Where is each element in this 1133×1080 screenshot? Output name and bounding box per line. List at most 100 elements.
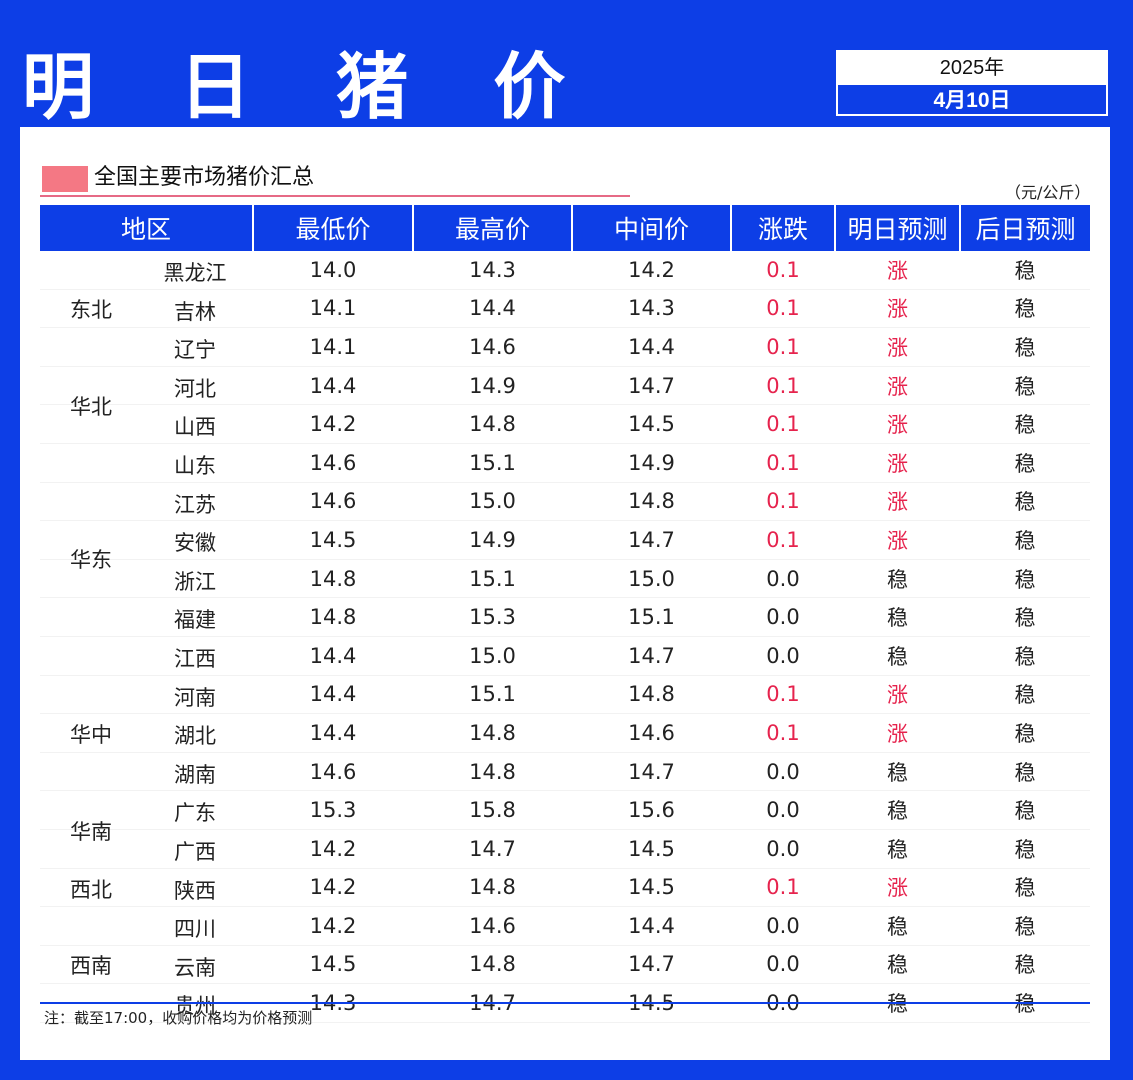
- high-price-cell: 15.0: [413, 482, 572, 522]
- after-tomorrow-forecast-cell: 稳: [960, 559, 1090, 599]
- after-tomorrow-forecast-cell: 稳: [960, 251, 1090, 290]
- table-header-row: 地区 最低价 最高价 中间价 涨跌 明日预测 后日预测: [40, 205, 1090, 251]
- table-row: 安徽 14.5 14.9 14.7 0.1 涨稳: [40, 520, 1090, 560]
- change-cell: 0.1: [731, 520, 835, 560]
- high-price-cell: 14.7: [413, 829, 572, 869]
- change-cell: 0.0: [731, 597, 835, 637]
- after-tomorrow-forecast-cell: 稳: [960, 790, 1090, 830]
- tomorrow-forecast-cell: 涨: [835, 443, 960, 483]
- region-province-cell: 华中 河南: [40, 675, 253, 747]
- high-price-cell: 15.3: [413, 597, 572, 637]
- region-province-cell: 浙江: [40, 559, 253, 599]
- tomorrow-forecast-cell: 稳: [835, 945, 960, 985]
- subtitle: 全国主要市场猪价汇总: [40, 161, 630, 197]
- change-cell: 0.0: [731, 829, 835, 869]
- province-label: 广西: [174, 839, 216, 864]
- region-province-cell: 辽宁: [40, 327, 253, 367]
- low-price-cell: 14.5: [253, 945, 413, 985]
- province-label: 吉林: [174, 299, 216, 324]
- table-row: 江苏 14.6 15.0 14.8 0.1 涨稳: [40, 482, 1090, 522]
- column-header-region: 地区: [40, 205, 254, 251]
- region-label: 华东: [70, 547, 112, 572]
- after-tomorrow-forecast-cell: 稳: [960, 327, 1090, 367]
- page-title: 明 日 猪 价: [22, 45, 596, 129]
- region-label: 东北: [70, 298, 112, 323]
- tomorrow-forecast-cell: 涨: [835, 251, 960, 290]
- mid-price-cell: 14.7: [572, 366, 731, 406]
- high-price-cell: 14.8: [413, 713, 572, 753]
- region-label: 华北: [70, 395, 112, 420]
- region-province-cell: 西北 陕西: [40, 868, 253, 908]
- tomorrow-forecast-cell: 稳: [835, 906, 960, 946]
- change-cell: 0.1: [731, 327, 835, 367]
- price-table: 地区 最低价 最高价 中间价 涨跌 明日预测 后日预测 东北 黑龙江 14.0 14.…: [40, 205, 1090, 1023]
- after-tomorrow-forecast-cell: 稳: [960, 443, 1090, 483]
- province-label: 安徽: [174, 531, 216, 556]
- tomorrow-forecast-cell: 涨: [835, 289, 960, 329]
- table-bottom-line: [40, 1002, 1090, 1004]
- table-row: 浙江 14.8 15.1 15.0 0.0 稳稳: [40, 559, 1090, 599]
- region-label: 西北: [70, 878, 112, 903]
- region-province-cell: 福建: [40, 597, 253, 637]
- mid-price-cell: 14.7: [572, 636, 731, 676]
- change-cell: 0.1: [731, 868, 835, 908]
- region-province-cell: 湖南: [40, 752, 253, 792]
- province-label: 陕西: [174, 878, 216, 903]
- table-row: 吉林 14.1 14.4 14.3 0.1 涨稳: [40, 289, 1090, 329]
- mid-price-cell: 14.6: [572, 713, 731, 753]
- change-cell: 0.1: [731, 289, 835, 329]
- date-box: 2025年 4月10日: [836, 50, 1108, 116]
- low-price-cell: 14.4: [253, 366, 413, 406]
- mid-price-cell: 14.4: [572, 327, 731, 367]
- region-province-cell: 山西: [40, 404, 253, 444]
- mid-price-cell: 14.8: [572, 482, 731, 522]
- change-cell: 0.1: [731, 713, 835, 753]
- tomorrow-forecast-cell: 涨: [835, 404, 960, 444]
- province-label: 河北: [174, 376, 216, 401]
- low-price-cell: 14.4: [253, 675, 413, 715]
- mid-price-cell: 14.7: [572, 752, 731, 792]
- mid-price-cell: 14.7: [572, 945, 731, 985]
- tomorrow-forecast-cell: 稳: [835, 597, 960, 637]
- subtitle-marker: [42, 166, 88, 192]
- mid-price-cell: 14.8: [572, 675, 731, 715]
- province-label: 湖北: [174, 724, 216, 749]
- province-label: 贵州: [174, 994, 216, 1019]
- region-province-cell: 安徽: [40, 520, 253, 560]
- after-tomorrow-forecast-cell: 稳: [960, 636, 1090, 676]
- high-price-cell: 15.1: [413, 675, 572, 715]
- high-price-cell: 15.0: [413, 636, 572, 676]
- region-province-cell: 江苏: [40, 482, 253, 522]
- unit-label: （元/公斤）: [1005, 183, 1091, 202]
- low-price-cell: 14.0: [253, 251, 413, 290]
- tomorrow-forecast-cell: 涨: [835, 327, 960, 367]
- region-province-cell: 广西: [40, 829, 253, 869]
- change-cell: 0.0: [731, 790, 835, 830]
- region-province-cell: 东北 黑龙江: [40, 251, 253, 322]
- column-header-change: 涨跌: [731, 205, 836, 251]
- after-tomorrow-forecast-cell: 稳: [960, 829, 1090, 869]
- high-price-cell: 14.3: [413, 251, 572, 290]
- province-label: 云南: [174, 955, 216, 980]
- tomorrow-forecast-cell: 稳: [835, 559, 960, 599]
- change-cell: 0.1: [731, 675, 835, 715]
- table-row: 西北 陕西 14.2 14.8 14.5 0.1 涨稳: [40, 868, 1090, 908]
- province-label: 湖南: [174, 762, 216, 787]
- province-label: 山东: [174, 453, 216, 478]
- mid-price-cell: 14.5: [572, 868, 731, 908]
- high-price-cell: 14.8: [413, 404, 572, 444]
- region-label: 华南: [70, 819, 112, 844]
- low-price-cell: 15.3: [253, 790, 413, 830]
- date-day: 4月10日: [933, 89, 1011, 112]
- low-price-cell: 14.8: [253, 559, 413, 599]
- after-tomorrow-forecast-cell: 稳: [960, 366, 1090, 406]
- footnote: 注：截至17:00，收购价格均为价格预测: [44, 1009, 313, 1027]
- tomorrow-forecast-cell: 稳: [835, 790, 960, 830]
- mid-price-cell: 14.2: [572, 251, 731, 290]
- mid-price-cell: 14.3: [572, 289, 731, 329]
- province-label: 江苏: [174, 492, 216, 517]
- change-cell: 0.1: [731, 366, 835, 406]
- low-price-cell: 14.2: [253, 868, 413, 908]
- table-row: 辽宁 14.1 14.6 14.4 0.1 涨稳: [40, 327, 1090, 367]
- mid-price-cell: 14.5: [572, 404, 731, 444]
